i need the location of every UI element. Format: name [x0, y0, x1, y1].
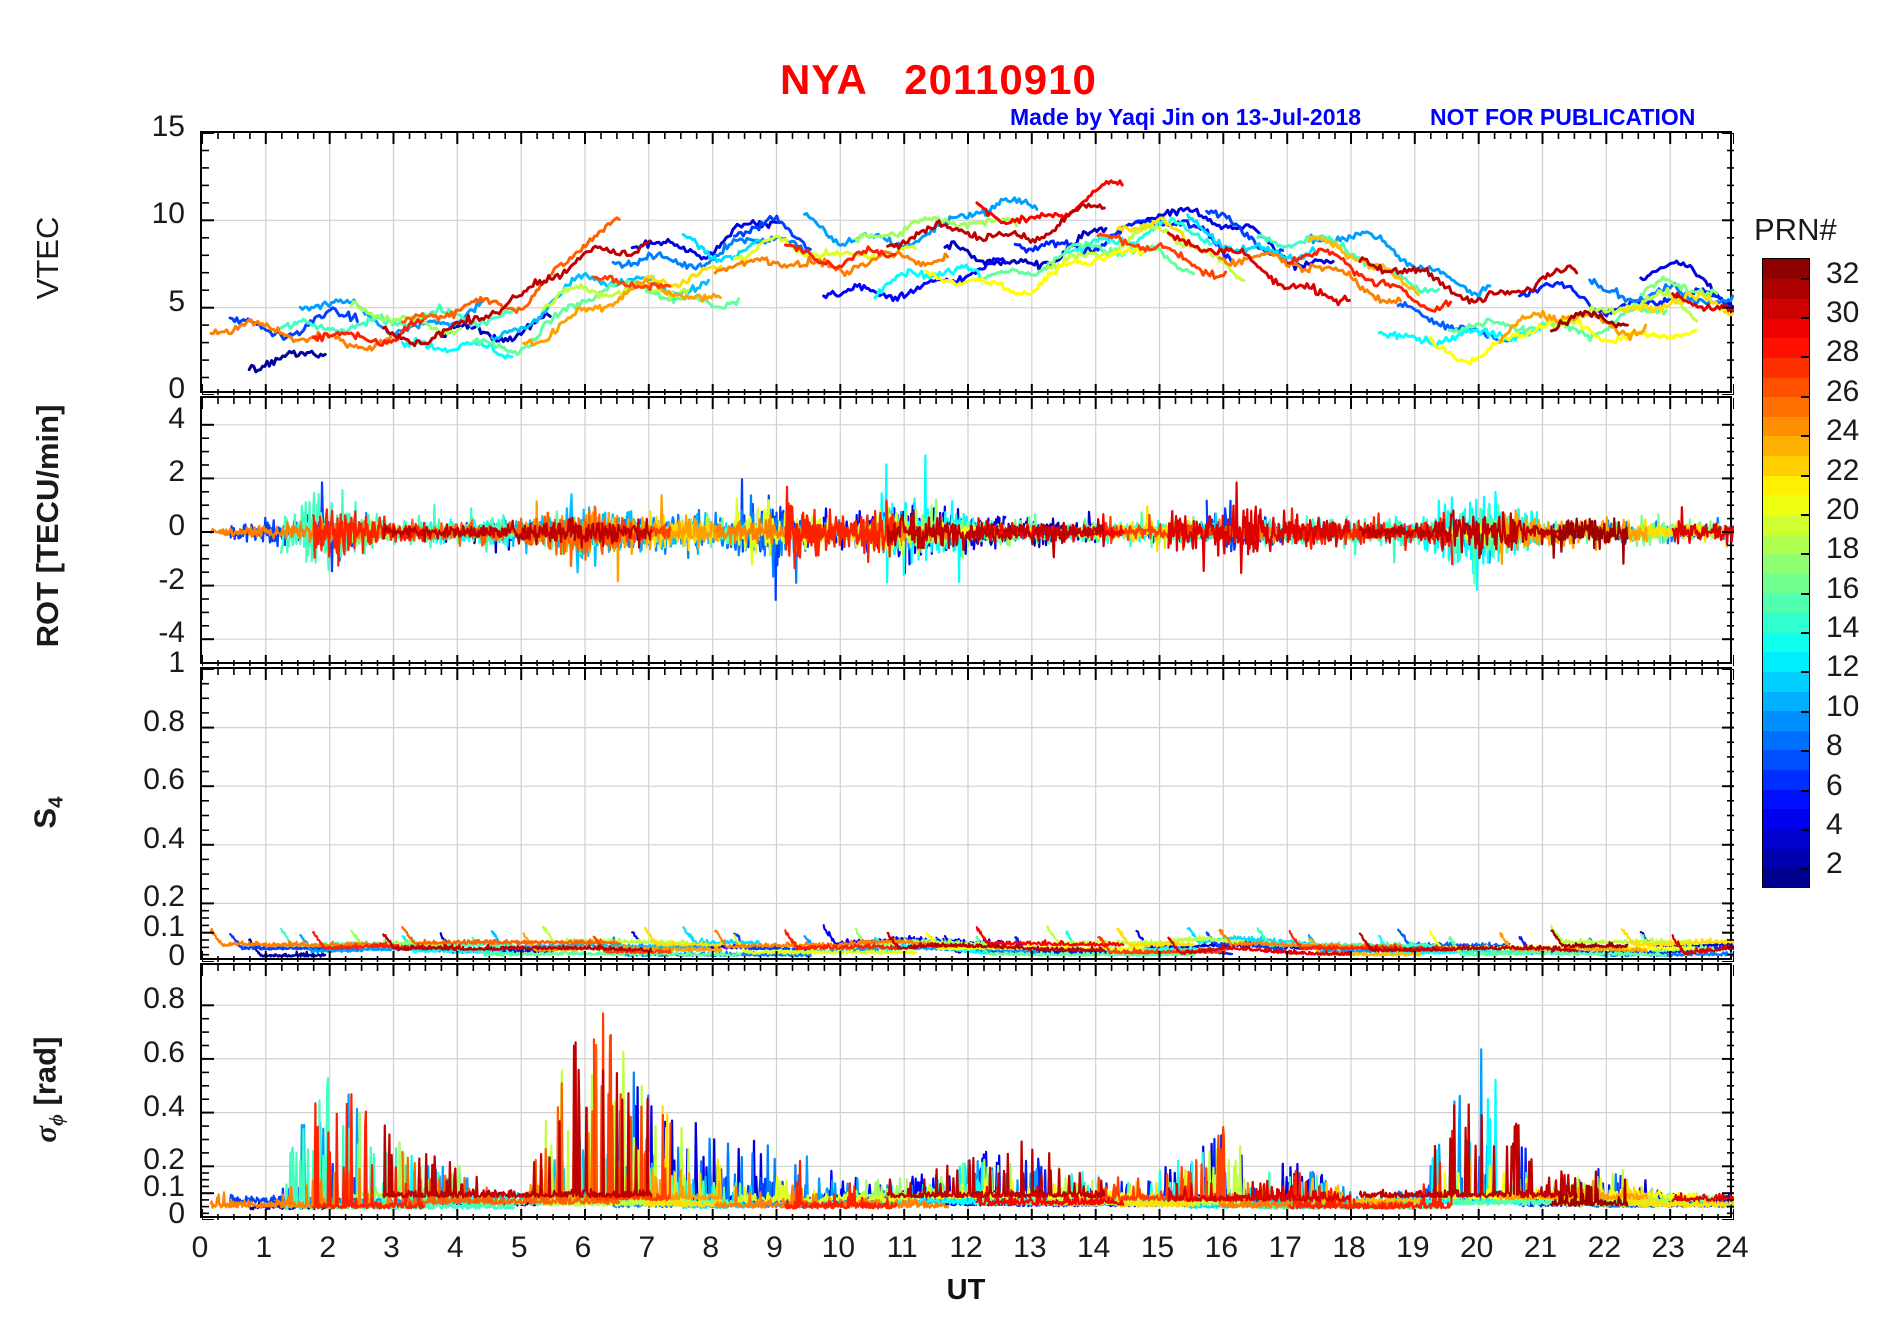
colorbar-tick-label: 16 — [1826, 571, 1860, 605]
colorbar — [1762, 258, 1810, 888]
colorbar-tick-label: 30 — [1826, 296, 1860, 330]
colorbar-tick-label: 10 — [1826, 689, 1860, 723]
x-tick-label: 23 — [1651, 1231, 1685, 1264]
colorbar-tick-mark — [1801, 474, 1810, 477]
figure-title: NYA 20110910 — [780, 56, 1097, 103]
colorbar-title: PRN# — [1754, 212, 1837, 247]
colorbar-tick-label: 28 — [1826, 335, 1860, 369]
y-tick-label: 0.8 — [143, 982, 185, 1016]
x-tick-label: 19 — [1396, 1231, 1430, 1264]
x-tick-label: 3 — [383, 1231, 400, 1264]
x-tick-label: 2 — [319, 1231, 336, 1264]
y-tick-label: 0.6 — [143, 763, 185, 797]
colorbar-tick-label: 18 — [1826, 532, 1860, 566]
colorbar-tick-label: 32 — [1826, 256, 1860, 290]
not-for-publication-note: NOT FOR PUBLICATION — [1430, 104, 1696, 130]
colorbar-tick-label: 6 — [1826, 768, 1843, 802]
x-tick-label: 18 — [1332, 1231, 1366, 1264]
colorbar-tick-mark — [1801, 435, 1810, 438]
y-tick-label: 10 — [151, 197, 185, 231]
panel-sigma-phi — [200, 963, 1734, 1220]
colorbar-tick-mark — [1801, 317, 1810, 320]
y-tick-label: 0.6 — [143, 1035, 185, 1069]
x-tick-label: 7 — [638, 1231, 656, 1264]
y-tick-label: 15 — [151, 110, 185, 143]
x-tick-label: 4 — [446, 1231, 464, 1264]
y-tick-label: 0.8 — [143, 704, 185, 738]
colorbar-tick-mark — [1801, 553, 1810, 556]
colorbar-tick-mark — [1801, 789, 1810, 792]
panel-vtec — [200, 131, 1734, 395]
x-tick-label: 9 — [766, 1231, 783, 1264]
colorbar-tick-label: 22 — [1826, 453, 1860, 487]
panel-s4 — [200, 667, 1734, 962]
y-tick-label: 0 — [168, 939, 185, 972]
x-tick-label: 15 — [1140, 1231, 1175, 1264]
x-tick-label: 21 — [1523, 1231, 1558, 1264]
x-tick-label: 10 — [821, 1231, 856, 1264]
colorbar-tick-mark — [1801, 632, 1810, 635]
x-tick-label: 12 — [949, 1231, 983, 1264]
y-tick-label: 2 — [168, 455, 185, 489]
panel-rot — [200, 396, 1734, 666]
colorbar-tick-mark — [1801, 828, 1810, 831]
colorbar-tick-label: 4 — [1826, 807, 1843, 841]
colorbar-tick-mark — [1801, 277, 1810, 280]
x-axis-label: UT — [946, 1274, 986, 1306]
colorbar-tick-mark — [1801, 671, 1810, 674]
colorbar-tick-label: 12 — [1826, 650, 1860, 684]
y-tick-label: 0.4 — [143, 1089, 185, 1123]
colorbar-tick-label: 2 — [1826, 847, 1843, 881]
x-tick-label: 11 — [886, 1231, 918, 1264]
x-tick-label: 24 — [1715, 1231, 1749, 1264]
colorbar-tick-mark — [1801, 868, 1810, 871]
colorbar-tick-label: 24 — [1826, 414, 1860, 448]
x-tick-label: 16 — [1204, 1231, 1239, 1264]
x-tick-label: 17 — [1268, 1231, 1302, 1264]
y-tick-label: 5 — [168, 284, 185, 318]
y-tick-label: 4 — [168, 401, 185, 435]
colorbar-tick-mark — [1801, 710, 1810, 713]
colorbar-tick-mark — [1801, 750, 1810, 753]
colorbar-tick-label: 8 — [1826, 729, 1843, 763]
y-tick-label: 0.1 — [143, 1170, 185, 1204]
y-tick-label: 0 — [168, 509, 185, 542]
y-axis-label-sigma-phi: σϕ [rad] — [27, 1036, 68, 1143]
y-tick-label: -4 — [158, 616, 185, 650]
y-tick-label: 0.2 — [143, 880, 185, 914]
x-tick-label: 0 — [191, 1231, 209, 1264]
made-by-note: Made by Yaqi Jin on 13-Jul-2018 — [1010, 104, 1362, 130]
y-tick-label: 0.2 — [143, 1143, 185, 1177]
colorbar-tick-mark — [1801, 513, 1810, 516]
colorbar-tick-label: 20 — [1826, 492, 1860, 526]
colorbar-tick-mark — [1801, 356, 1810, 359]
x-tick-label: 22 — [1587, 1231, 1622, 1264]
x-tick-label: 20 — [1459, 1231, 1494, 1264]
x-tick-label: 13 — [1013, 1231, 1047, 1264]
x-tick-label: 8 — [702, 1231, 719, 1264]
colorbar-tick-label: 14 — [1826, 611, 1860, 645]
colorbar-tick-label: 26 — [1826, 374, 1860, 408]
y-tick-label: 1 — [168, 646, 185, 679]
x-tick-label: 1 — [255, 1231, 273, 1264]
y-tick-label: 0.4 — [143, 821, 185, 855]
y-tick-label: -2 — [158, 562, 185, 596]
y-tick-label: 0 — [168, 372, 185, 405]
colorbar-tick-mark — [1801, 395, 1810, 398]
colorbar-tick-mark — [1801, 592, 1810, 595]
y-tick-label: 0 — [168, 1197, 185, 1230]
x-tick-label: 5 — [510, 1231, 528, 1264]
x-tick-label: 6 — [574, 1231, 592, 1264]
y-tick-label: 0.1 — [143, 909, 185, 943]
x-tick-label: 14 — [1076, 1231, 1111, 1264]
